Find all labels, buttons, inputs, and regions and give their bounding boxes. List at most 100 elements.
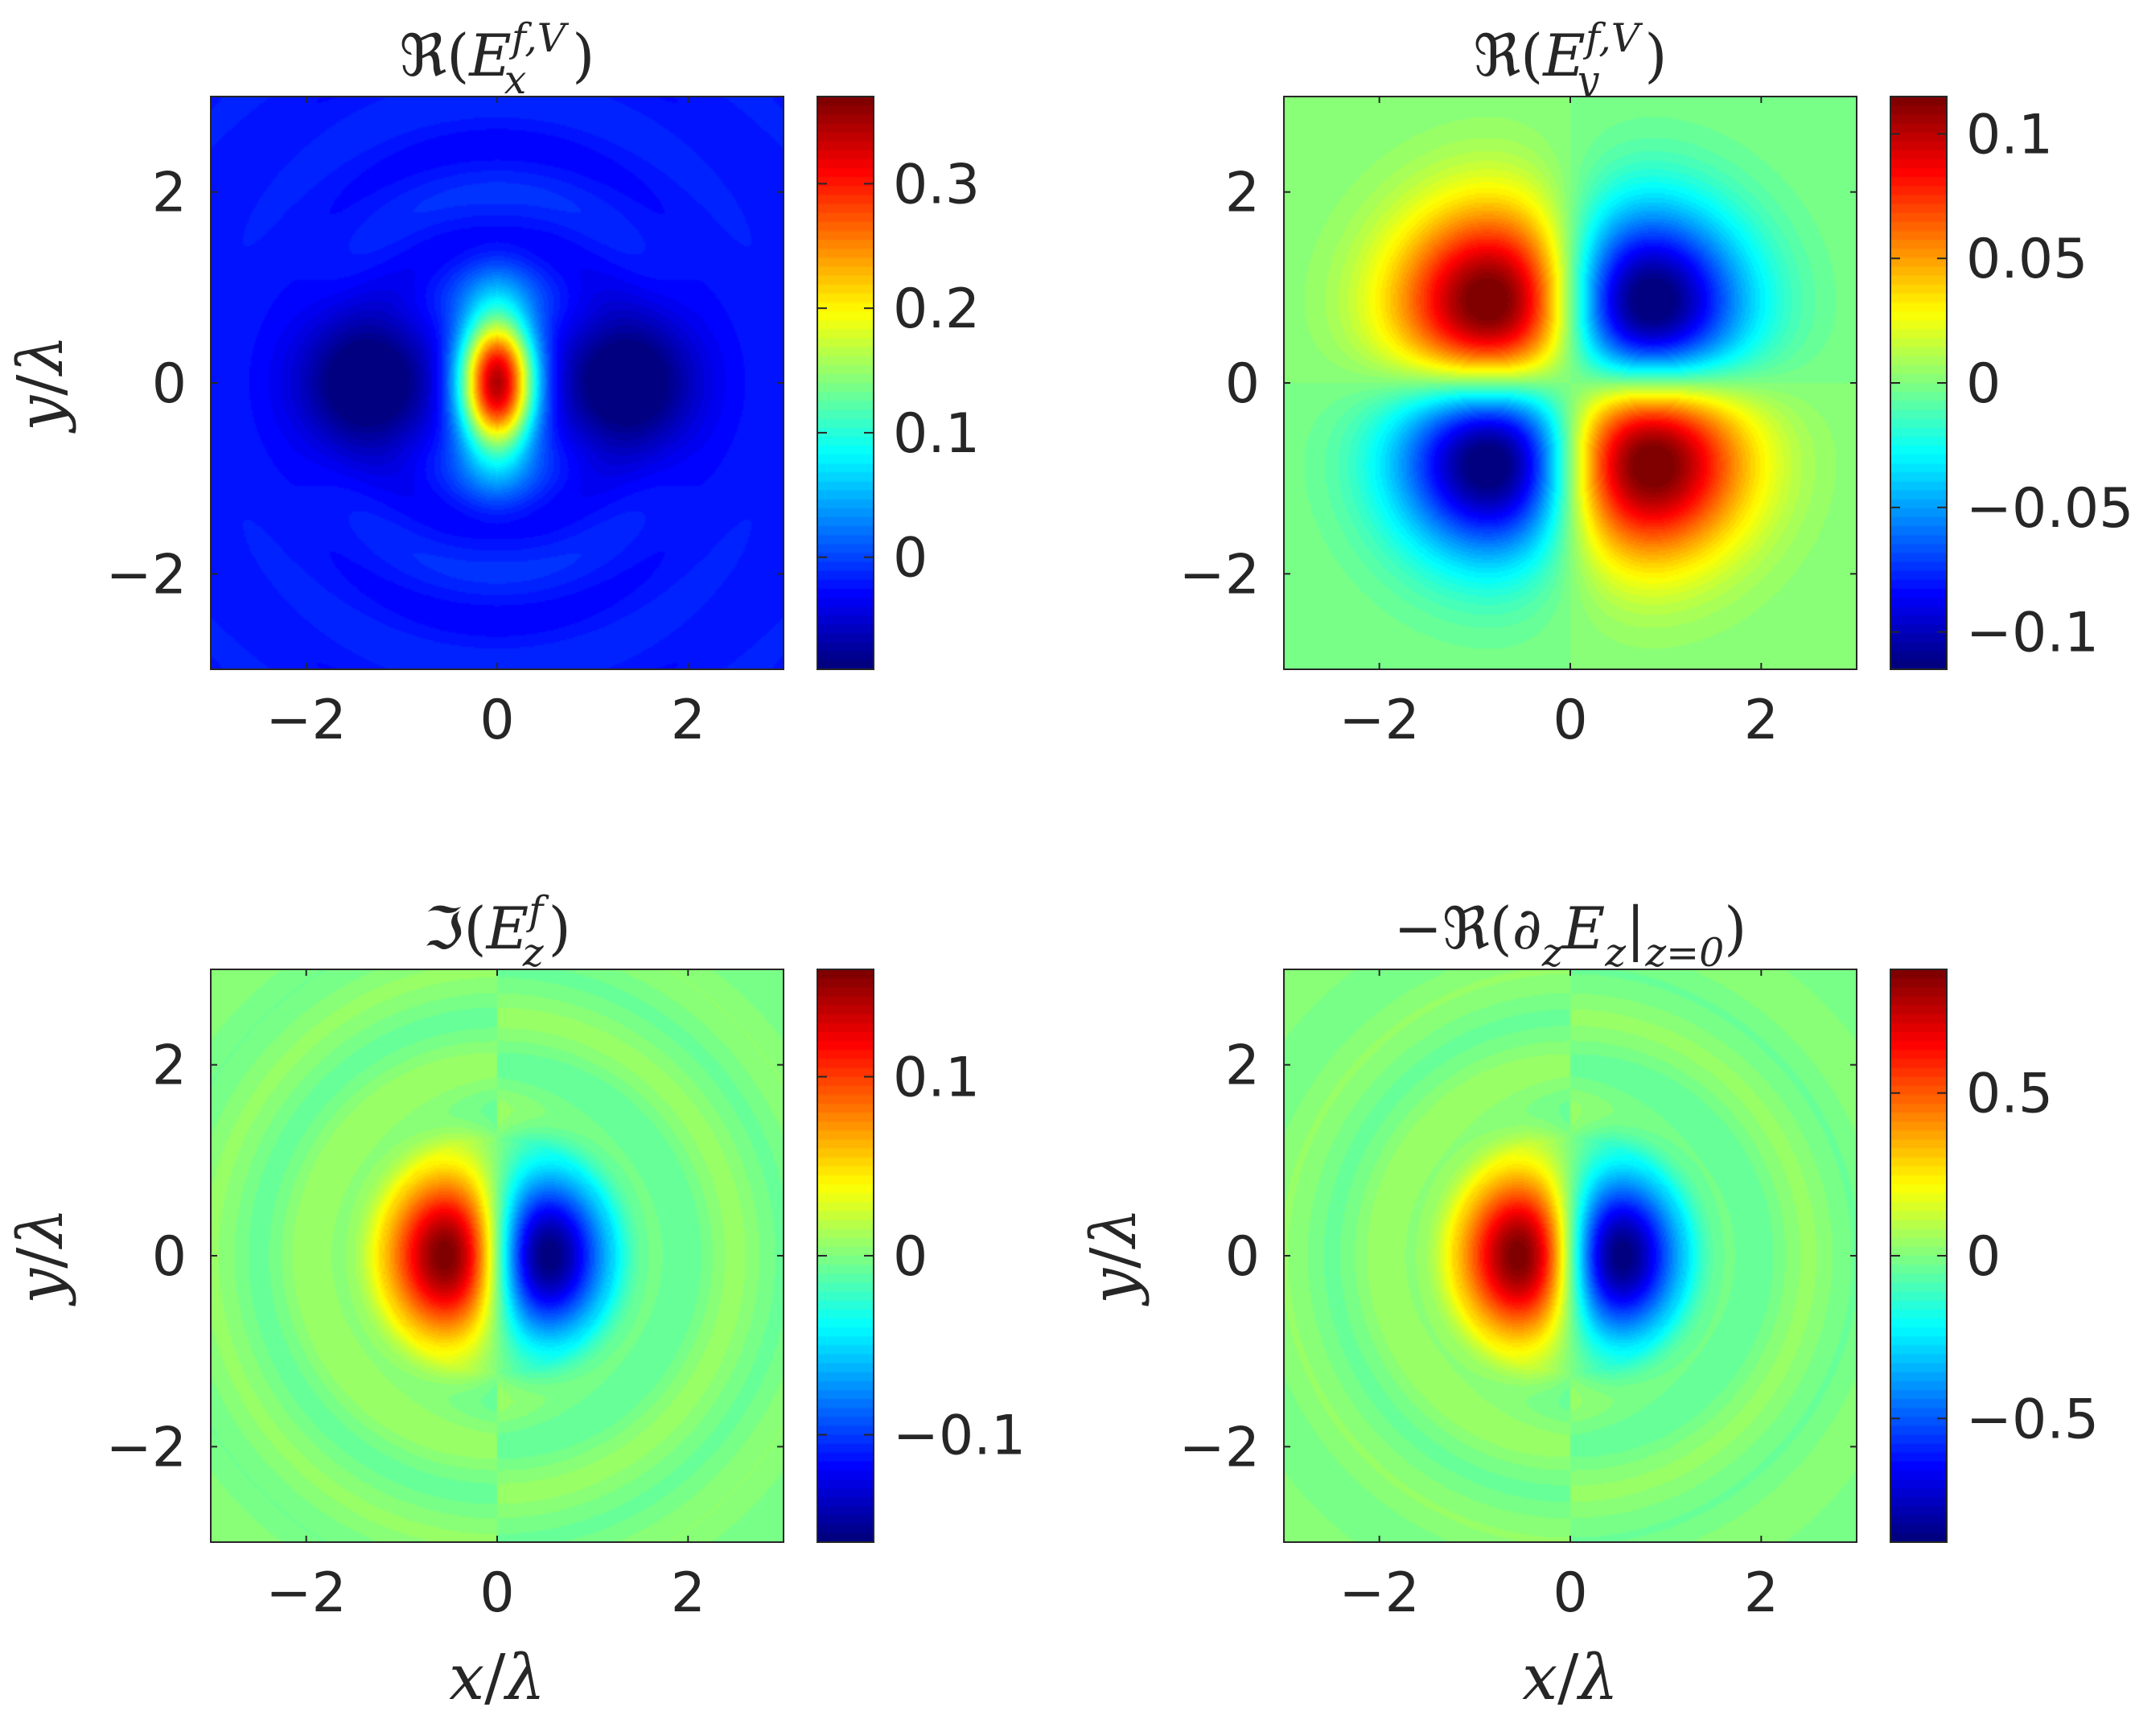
panel-3-x-axis-label: x/λ bbox=[449, 1642, 545, 1714]
panel-1-y-axis-label: y/λ bbox=[5, 335, 77, 434]
panel-1-title-superscript: f,V bbox=[508, 15, 570, 61]
panel-3-title: ℑ(Ef z) bbox=[423, 888, 570, 976]
panel-2-y-tick-label: 0 bbox=[1225, 352, 1260, 416]
panel-1-title-open-paren: ( bbox=[446, 22, 469, 89]
panel-2-x-tick-label: 0 bbox=[1553, 689, 1587, 752]
panel-2-title: ℜ(Ef,V y) bbox=[1474, 15, 1668, 103]
panel-2-colorbar-tick-label: 0 bbox=[1966, 352, 2001, 416]
panel-3-x-axis-label-symbol: λ bbox=[503, 1642, 545, 1714]
panel-2-y-tick-label: 2 bbox=[1225, 162, 1260, 225]
panel-1-heatmap bbox=[211, 97, 784, 669]
panel-3-y-axis-label: y/λ bbox=[5, 1207, 77, 1306]
panel-3-title-subscript: z bbox=[522, 930, 545, 976]
panel-2-title-subscript: y bbox=[1575, 57, 1600, 103]
panel-1-y-tick-label: −2 bbox=[106, 543, 187, 607]
panel-4-y-tick-label: 2 bbox=[1225, 1035, 1260, 1098]
panel-3-heatmap bbox=[211, 969, 784, 1542]
panel-1-title-symbol: E bbox=[467, 22, 512, 89]
panel-4-y-axis-label: y/λ bbox=[1078, 1207, 1150, 1306]
panel-1-y-tick-label: 0 bbox=[152, 352, 187, 416]
panel-4-x-axis-label: x/λ bbox=[1522, 1642, 1619, 1714]
panel-4-y-tick-label: 0 bbox=[1225, 1225, 1260, 1289]
panel-4-title-subscript-3: z=0 bbox=[1644, 930, 1724, 976]
panel-3-title-superscript: f bbox=[525, 888, 549, 934]
panel-2-colorbar-tick-label: −0.05 bbox=[1966, 477, 2133, 541]
panel-3-y-tick-label: 0 bbox=[152, 1225, 187, 1289]
panel-1-x-tick-label: 2 bbox=[671, 689, 705, 752]
panel-1-title-close-paren: ) bbox=[572, 22, 594, 89]
panel-4-x-axis-label-variable: x bbox=[1522, 1642, 1557, 1714]
panel-3-colorbar-tick-label: 0.1 bbox=[893, 1047, 980, 1110]
panel-1-title: ℜ(Ef,V x) bbox=[400, 15, 595, 103]
panel-1-colorbar-tick-label: 0 bbox=[893, 527, 928, 590]
panel-3-x-axis-label-separator: / bbox=[484, 1642, 506, 1714]
panel-3-title-open-paren: ( bbox=[463, 895, 486, 962]
panel-2-heatmap bbox=[1284, 97, 1857, 669]
panel-4-title-subscript: z bbox=[1541, 930, 1564, 976]
panel-1-y-axis-label-variable: y bbox=[5, 395, 77, 434]
panel-2-colorbar-tick-label: 0.1 bbox=[1966, 103, 2053, 167]
panel-4-title-operator: −ℜ bbox=[1394, 895, 1490, 962]
panel-1-x-tick-label: 0 bbox=[479, 689, 514, 752]
panel-4-x-axis-label-separator: / bbox=[1557, 1642, 1579, 1714]
panel-1: ℜ(Ef,V x) −2 0 2 −2 0 2 y/λ 0 0.1 0.2 0.3 bbox=[5, 15, 980, 752]
panel-4-x-tick-label: −2 bbox=[1339, 1561, 1420, 1625]
panel-3-title-symbol: E bbox=[485, 895, 529, 962]
panel-2-colorbar-tick-label: 0.05 bbox=[1966, 228, 2088, 291]
panel-4-colorbar-tick-label: 0 bbox=[1966, 1225, 2001, 1289]
panel-2-title-close-paren: ) bbox=[1644, 22, 1667, 89]
panel-4-title-close-paren: ) bbox=[1724, 895, 1746, 962]
panel-3-colorbar-tick-label: −0.1 bbox=[893, 1405, 1026, 1468]
panel-3-y-axis-label-symbol: λ bbox=[5, 1207, 77, 1249]
panel-3-colorbar-tick-label: 0 bbox=[893, 1225, 928, 1289]
panel-2: ℜ(Ef,V y) −2 0 2 −2 0 2 −0.1 −0.05 0 0.05 0.1 bbox=[1179, 15, 2134, 752]
panel-1-title-subscript: x bbox=[504, 57, 527, 103]
panel-2-x-tick-label: −2 bbox=[1339, 689, 1420, 752]
panel-3-title-operator: ℑ bbox=[423, 895, 463, 962]
panel-1-colorbar bbox=[817, 97, 874, 669]
panel-4-title-subscript-2: z bbox=[1604, 930, 1627, 976]
panel-3-y-tick-label: −2 bbox=[106, 1416, 187, 1479]
panel-3-y-axis-label-separator: / bbox=[5, 1247, 77, 1269]
panel-4-y-axis-label-symbol: λ bbox=[1078, 1207, 1150, 1249]
panel-3-y-axis-label-variable: y bbox=[5, 1268, 77, 1306]
panel-4-colorbar-tick-label: −0.5 bbox=[1966, 1388, 2099, 1451]
panel-4-y-axis-label-variable: y bbox=[1078, 1268, 1150, 1306]
panel-3-x-tick-label: −2 bbox=[266, 1561, 347, 1625]
panel-4-colorbar-tick-label: 0.5 bbox=[1966, 1063, 2053, 1126]
panel-2-title-open-paren: ( bbox=[1520, 22, 1543, 89]
panel-1-y-tick-label: 2 bbox=[152, 162, 187, 225]
panel-1-y-axis-label-separator: / bbox=[5, 374, 77, 396]
panel-2-y-tick-label: −2 bbox=[1179, 543, 1260, 607]
panel-4-x-tick-label: 0 bbox=[1553, 1561, 1587, 1625]
panel-1-title-operator: ℜ bbox=[400, 22, 447, 89]
panel-3-x-tick-label: 2 bbox=[671, 1561, 705, 1625]
panel-4-title-symbol-2: E bbox=[1561, 895, 1606, 962]
panel-1-y-axis-label-symbol: λ bbox=[5, 335, 77, 376]
panel-3-y-tick-label: 2 bbox=[152, 1035, 187, 1098]
panel-4-x-tick-label: 2 bbox=[1744, 1561, 1779, 1625]
panel-4-title-open-paren: ( bbox=[1490, 895, 1512, 962]
panel-4-title: −ℜ(∂zEz|z=0) bbox=[1394, 895, 1747, 976]
panel-2-title-operator: ℜ bbox=[1474, 22, 1521, 89]
panel-4-title-symbol: ∂ bbox=[1512, 895, 1542, 962]
panel-4-title-evaluation-bar: | bbox=[1626, 895, 1645, 962]
panel-2-title-superscript: f,V bbox=[1582, 15, 1643, 61]
panel-4-x-axis-label-symbol: λ bbox=[1576, 1642, 1618, 1714]
panel-2-x-tick-label: 2 bbox=[1744, 689, 1779, 752]
panel-4-heatmap bbox=[1284, 969, 1857, 1542]
panel-3-title-close-paren: ) bbox=[549, 895, 571, 962]
panel-4-y-tick-label: −2 bbox=[1179, 1416, 1260, 1479]
panel-1-colorbar-tick-label: 0.2 bbox=[893, 278, 980, 341]
panel-3-x-tick-label: 0 bbox=[479, 1561, 514, 1625]
panel-3-x-axis-label-variable: x bbox=[449, 1642, 484, 1714]
panel-2-title-symbol: E bbox=[1541, 22, 1586, 89]
panel-1-colorbar-tick-label: 0.3 bbox=[893, 153, 980, 216]
panel-1-x-tick-label: −2 bbox=[266, 689, 347, 752]
panel-1-colorbar-frame bbox=[817, 96, 874, 670]
panel-2-colorbar-tick-label: −0.1 bbox=[1966, 602, 2099, 665]
panel-1-colorbar-tick-label: 0.1 bbox=[893, 402, 980, 466]
